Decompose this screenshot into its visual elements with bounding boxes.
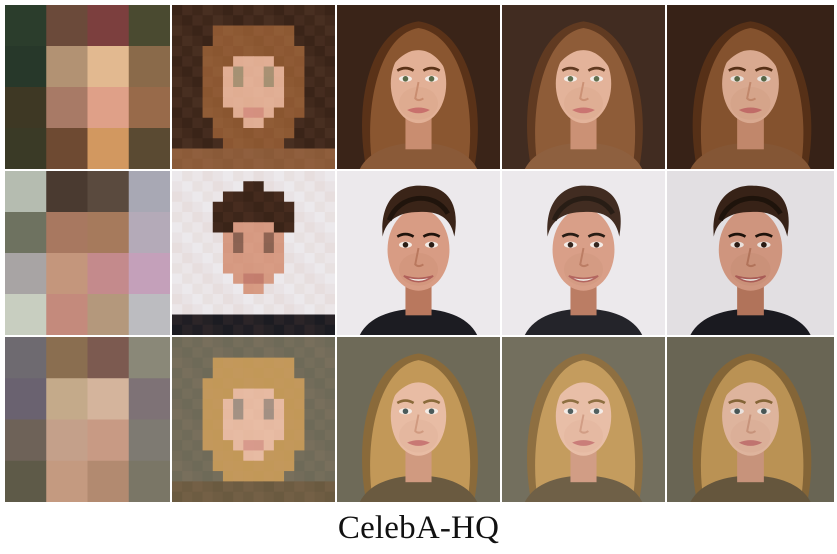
image-woman-blonde-input-4x4	[5, 337, 170, 502]
image-woman-blonde-input-16x16	[172, 337, 335, 502]
image-man-dark-input-16x16	[172, 171, 335, 335]
image-woman-blonde-output-sample-1	[337, 337, 500, 502]
image-grid	[5, 5, 834, 502]
image-woman-blonde-ground-truth	[667, 337, 834, 502]
image-woman-blonde-output-sample-2	[502, 337, 665, 502]
image-man-dark-output-sample-1	[337, 171, 500, 335]
image-woman-auburn-input-4x4	[5, 5, 170, 169]
image-man-dark-input-4x4	[5, 171, 170, 335]
image-woman-auburn-ground-truth	[667, 5, 834, 169]
image-woman-auburn-output-sample-1	[337, 5, 500, 169]
image-man-dark-ground-truth	[667, 171, 834, 335]
figure-caption: CelebA-HQ	[337, 510, 500, 546]
image-woman-auburn-output-sample-2	[502, 5, 665, 169]
image-man-dark-output-sample-2	[502, 171, 665, 335]
image-woman-auburn-input-16x16	[172, 5, 335, 169]
